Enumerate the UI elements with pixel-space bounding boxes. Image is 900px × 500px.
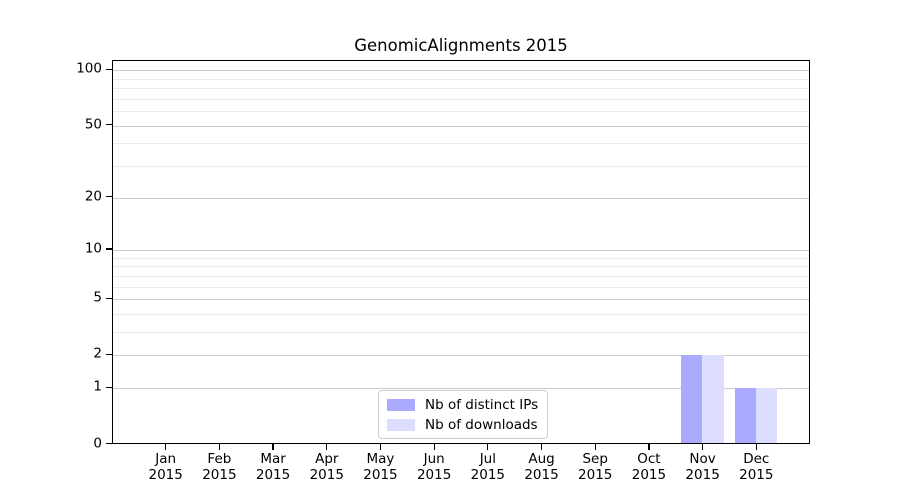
x-tick-label: Sep 2015 bbox=[578, 450, 613, 483]
bar-nb-of-downloads-nov bbox=[702, 355, 724, 444]
y-tick-label: 100 bbox=[76, 60, 102, 77]
x-tick-mark bbox=[648, 443, 650, 450]
x-tick-label: Nov 2015 bbox=[685, 450, 720, 483]
minor-gridline bbox=[113, 143, 809, 145]
x-tick-mark bbox=[379, 443, 382, 450]
x-tick-mark bbox=[165, 443, 167, 450]
minor-gridline bbox=[113, 257, 809, 259]
y-tick-mark bbox=[106, 297, 112, 299]
minor-gridline bbox=[113, 314, 809, 315]
major-gridline bbox=[113, 197, 809, 199]
y-tick-mark bbox=[106, 68, 112, 70]
y-tick-label: 1 bbox=[93, 378, 102, 395]
y-tick-mark bbox=[106, 196, 112, 198]
x-tick-mark bbox=[487, 443, 489, 450]
bar-nb-of-distinct-ips-nov bbox=[680, 355, 703, 444]
x-tick-label: Oct 2015 bbox=[631, 450, 667, 483]
x-tick-mark bbox=[755, 443, 757, 450]
y-tick-label: 2 bbox=[93, 345, 102, 362]
major-gridline bbox=[113, 125, 809, 127]
y-tick-mark bbox=[106, 386, 112, 388]
bar-nb-of-downloads-dec bbox=[756, 388, 778, 444]
legend-entry: Nb of downloads bbox=[387, 416, 538, 433]
x-tick-mark bbox=[540, 443, 543, 450]
legend-label: Nb of distinct IPs bbox=[425, 396, 539, 413]
x-tick-label: Apr 2015 bbox=[309, 450, 344, 483]
major-gridline bbox=[113, 299, 809, 301]
minor-gridline bbox=[113, 88, 809, 90]
minor-gridline bbox=[113, 166, 809, 168]
y-tick-mark bbox=[106, 248, 112, 250]
x-tick-mark bbox=[433, 443, 435, 450]
y-tick-label: 10 bbox=[84, 240, 102, 257]
x-tick-mark bbox=[701, 443, 704, 450]
x-tick-label: Feb 2015 bbox=[202, 450, 237, 483]
legend-swatch bbox=[387, 418, 415, 431]
legend: Nb of distinct IPs Nb of downloads bbox=[378, 390, 549, 439]
x-tick-label: Jun 2015 bbox=[416, 450, 452, 483]
x-tick-label: Aug 2015 bbox=[524, 450, 559, 483]
plot-area bbox=[112, 59, 810, 444]
major-gridline bbox=[113, 388, 809, 390]
minor-gridline bbox=[113, 111, 809, 113]
y-tick-label: 20 bbox=[84, 188, 102, 205]
x-tick-mark bbox=[218, 443, 221, 450]
x-tick-label: Jan 2015 bbox=[148, 450, 183, 483]
legend-label: Nb of downloads bbox=[425, 416, 538, 433]
minor-gridline bbox=[113, 78, 809, 80]
minor-gridline bbox=[113, 98, 809, 100]
x-tick-mark bbox=[326, 443, 328, 450]
minor-gridline bbox=[113, 332, 809, 334]
chart-title: GenomicAlignments 2015 bbox=[354, 36, 568, 55]
x-tick-label: May 2015 bbox=[363, 450, 398, 483]
minor-gridline bbox=[113, 266, 809, 268]
x-tick-mark bbox=[594, 443, 596, 450]
y-tick-mark bbox=[106, 353, 112, 356]
y-tick-mark bbox=[106, 442, 112, 445]
minor-gridline bbox=[113, 286, 809, 288]
x-tick-label: Mar 2015 bbox=[255, 450, 291, 483]
legend-swatch bbox=[387, 398, 415, 411]
legend-entry: Nb of distinct IPs bbox=[387, 396, 538, 413]
bar-nb-of-distinct-ips-dec bbox=[734, 388, 756, 444]
major-gridline bbox=[113, 70, 809, 72]
minor-gridline bbox=[113, 275, 809, 277]
y-tick-label: 50 bbox=[84, 116, 102, 133]
y-tick-mark bbox=[106, 124, 112, 126]
major-gridline bbox=[113, 355, 809, 357]
x-tick-label: Dec 2015 bbox=[739, 450, 774, 483]
y-tick-label: 5 bbox=[93, 289, 102, 306]
x-tick-mark bbox=[272, 443, 274, 450]
major-gridline bbox=[113, 250, 809, 252]
x-tick-label: Jul 2015 bbox=[470, 450, 506, 483]
y-tick-label: 0 bbox=[93, 435, 102, 451]
